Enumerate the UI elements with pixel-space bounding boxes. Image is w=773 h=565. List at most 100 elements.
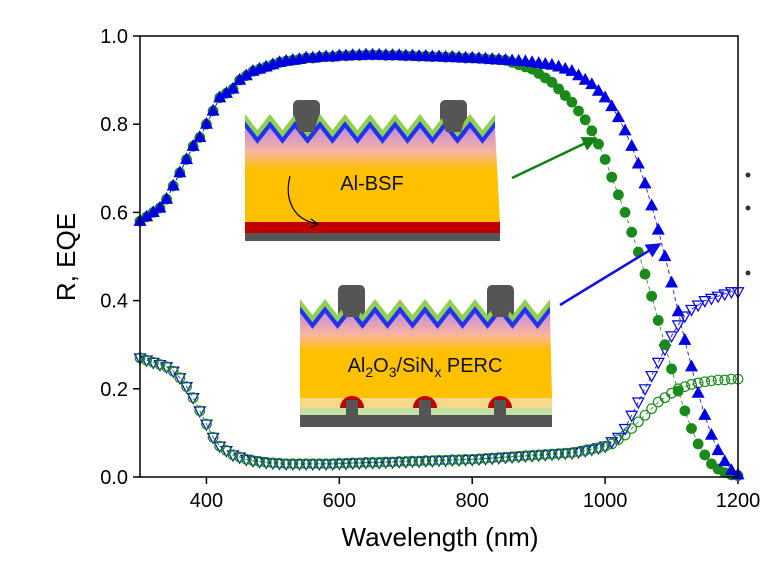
- data-point: [193, 406, 207, 419]
- data-point: [525, 450, 539, 463]
- data-point: [433, 454, 445, 466]
- y-tick-label: 0.8: [100, 114, 128, 136]
- data-point: [651, 222, 665, 235]
- data-point: [333, 457, 345, 469]
- edge-dot: [745, 172, 751, 178]
- data-point: [347, 457, 359, 469]
- data-point: [659, 339, 671, 351]
- data-point: [698, 296, 712, 308]
- series-line: [139, 357, 738, 465]
- data-point: [465, 454, 479, 467]
- data-point: [605, 99, 619, 112]
- data-point: [539, 449, 551, 460]
- data-point: [619, 429, 631, 441]
- data-point: [399, 456, 413, 469]
- data-point: [167, 365, 179, 377]
- data-point: [466, 453, 478, 465]
- data-point: [478, 453, 493, 466]
- data-point: [672, 385, 684, 397]
- data-point: [692, 438, 704, 450]
- data-point: [552, 59, 566, 72]
- data-point: [326, 459, 340, 472]
- data-point: [572, 68, 586, 81]
- data-point: [206, 103, 220, 116]
- data-point: [486, 452, 498, 464]
- data-point: [505, 452, 519, 464]
- y-tick-label: 0.2: [100, 379, 128, 401]
- data-point: [425, 456, 439, 468]
- data-point: [352, 458, 366, 471]
- data-point: [698, 408, 712, 420]
- rear-post: [494, 400, 506, 420]
- bsf-layer: [245, 222, 500, 233]
- arrow: [511, 136, 598, 180]
- x-tick-label: 1000: [583, 490, 628, 512]
- data-point: [493, 452, 505, 463]
- data-point: [599, 440, 611, 452]
- arrow: [559, 242, 662, 307]
- data-point: [545, 449, 559, 462]
- data-point: [260, 457, 272, 468]
- contact-tip: [440, 112, 467, 132]
- layer: [300, 306, 550, 329]
- data-point: [413, 455, 425, 467]
- series: [133, 47, 745, 480]
- data-point: [419, 456, 433, 468]
- data-point: [407, 455, 418, 467]
- data-point: [565, 64, 579, 76]
- data-point: [711, 291, 725, 304]
- y-tick-label: 0.4: [100, 291, 128, 313]
- data-point: [545, 57, 559, 70]
- data-point: [227, 449, 239, 461]
- label-part: O: [373, 355, 389, 377]
- data-point: [459, 454, 473, 467]
- data-point: [379, 457, 393, 470]
- data-point: [538, 449, 552, 462]
- data-point: [445, 455, 459, 468]
- data-point: [659, 392, 671, 404]
- data-point: [578, 72, 592, 85]
- data-point: [718, 454, 732, 467]
- data-point: [632, 416, 644, 428]
- data-point: [166, 178, 180, 191]
- data-point: [307, 458, 319, 470]
- data-point: [626, 226, 638, 238]
- data-point: [147, 356, 159, 368]
- data-point: [625, 139, 639, 151]
- data-point: [678, 333, 692, 345]
- data-point: [558, 61, 572, 74]
- series: [134, 352, 744, 470]
- data-point: [367, 457, 378, 468]
- rear-post: [346, 400, 358, 420]
- data-point: [359, 457, 373, 470]
- data-point: [719, 374, 731, 386]
- data-point: [579, 445, 591, 456]
- data-point: [141, 354, 153, 366]
- data-point: [353, 457, 365, 469]
- data-point: [533, 449, 545, 461]
- data-point: [546, 76, 558, 88]
- data-point: [518, 451, 532, 464]
- data-point: [586, 443, 598, 455]
- data-point: [452, 455, 466, 468]
- inset-label: Al2O3/SiNx PERC: [348, 355, 503, 380]
- subscript: x: [434, 364, 441, 380]
- x-tick-label: 400: [190, 490, 223, 512]
- data-point: [153, 200, 167, 213]
- data-point: [646, 403, 658, 415]
- data-point: [724, 287, 738, 300]
- contact-tip: [293, 112, 320, 132]
- data-point: [619, 206, 631, 218]
- data-point: [332, 458, 346, 471]
- data-point: [387, 456, 398, 468]
- y-tick-label: 0.0: [100, 467, 128, 489]
- data-point: [671, 304, 685, 317]
- data-point: [392, 456, 406, 469]
- data-point: [566, 96, 578, 108]
- data-point: [618, 423, 632, 436]
- data-point: [500, 451, 511, 463]
- data-point: [193, 130, 207, 143]
- label-part: PERC: [441, 355, 502, 377]
- data-point: [559, 447, 571, 459]
- data-point: [314, 458, 325, 470]
